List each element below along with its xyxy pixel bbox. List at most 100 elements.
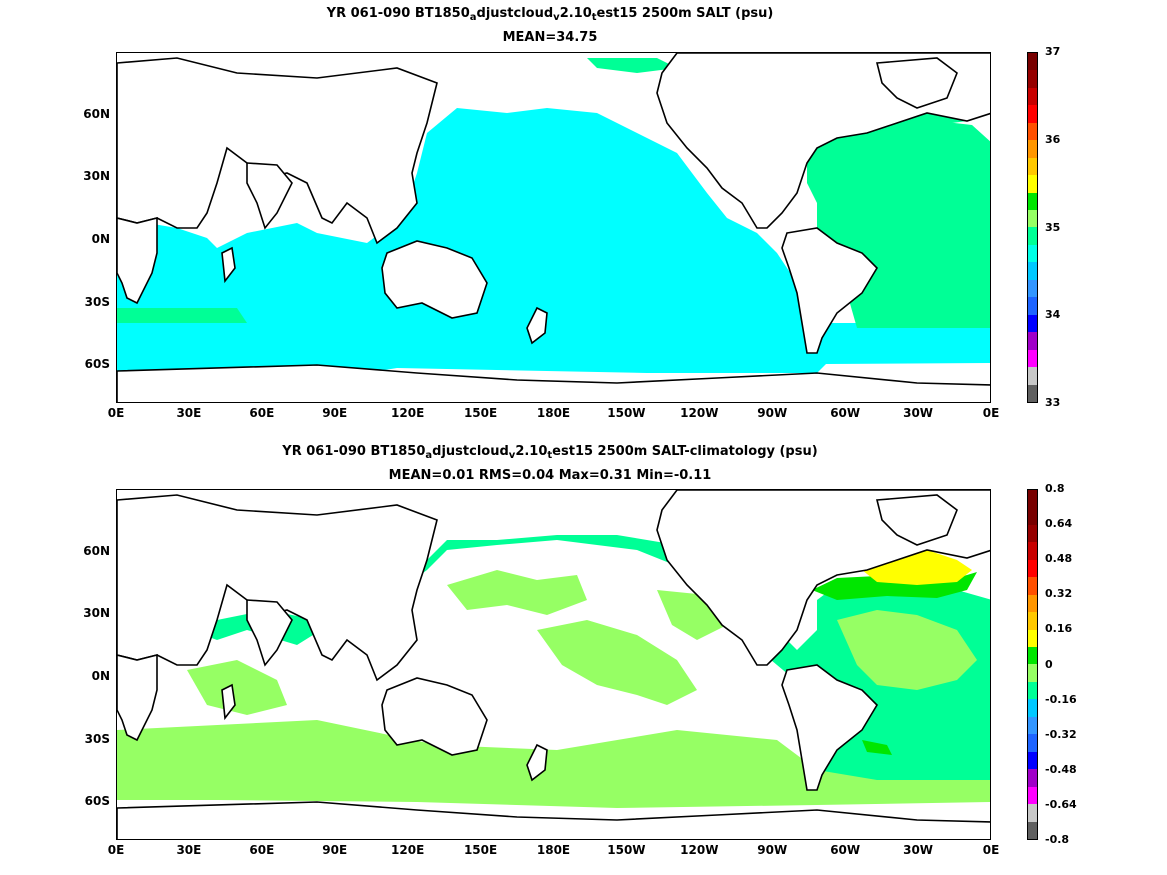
salt-map-panel <box>116 52 991 403</box>
x-tick-label: 120W <box>680 406 719 420</box>
x-tick-label: 180E <box>536 406 571 420</box>
colorbar-label: 33 <box>1045 396 1061 409</box>
colorbar-swatch <box>1028 384 1037 402</box>
colorbar-swatch <box>1028 804 1037 822</box>
colorbar-swatch <box>1028 612 1037 630</box>
panel1-title: YR 061-090 BT1850adjustcloudv2.10test15 … <box>326 6 774 23</box>
colorbar-swatch <box>1028 244 1037 263</box>
x-tick-label: 30E <box>176 843 202 857</box>
x-tick-label: 60E <box>249 843 275 857</box>
colorbar-swatch <box>1028 664 1037 682</box>
x-tick-label: 30W <box>903 406 934 420</box>
colorbar-swatch <box>1028 524 1037 543</box>
panel2-stats: MEAN=0.01 RMS=0.04 Max=0.31 Min=-0.11 <box>388 468 712 483</box>
land-africa-south-2 <box>117 653 158 742</box>
y-tick-label: 60N <box>83 106 110 121</box>
colorbar-swatch <box>1028 734 1037 752</box>
colorbar-label: 35 <box>1045 220 1061 234</box>
colorbar-swatch <box>1028 559 1037 578</box>
colorbar-label: -0.48 <box>1045 762 1077 776</box>
x-tick-label: 60W <box>830 406 861 420</box>
panel1-stats: MEAN=34.75 <box>502 30 598 45</box>
x-tick-label: 180E <box>536 843 571 857</box>
x-tick-label: 150E <box>463 406 498 420</box>
colorbar-label: 36 <box>1045 132 1061 146</box>
y-tick-label: 30S <box>84 294 110 309</box>
colorbar-swatch <box>1028 314 1037 333</box>
y-tick-label: 30N <box>83 169 110 184</box>
colorbar-swatch <box>1028 594 1037 613</box>
x-tick-label: 150E <box>463 843 498 857</box>
anomaly-southern-lightgreen <box>117 720 990 808</box>
colorbar-swatch <box>1028 542 1037 560</box>
colorbar-swatch <box>1028 332 1037 350</box>
y-tick-label: 0N <box>91 669 110 684</box>
land-india-2 <box>246 599 293 667</box>
anomaly-atlantic-lightgreen <box>837 610 977 690</box>
colorbar-swatch <box>1028 367 1037 385</box>
land-new-zealand <box>526 306 548 345</box>
colorbar-label: 0.8 <box>1045 482 1065 495</box>
colorbar-swatch <box>1028 629 1037 648</box>
colorbar-swatch <box>1028 769 1037 787</box>
colorbar-label: 34 <box>1045 308 1061 322</box>
land-madagascar-2 <box>221 683 236 721</box>
colorbar-label: 0.64 <box>1045 517 1073 531</box>
x-tick-label: 0E <box>982 843 1000 857</box>
land-antarctica <box>117 364 990 402</box>
colorbar-swatch <box>1028 349 1037 368</box>
y-tick-label: 60S <box>84 357 110 372</box>
salt-map <box>117 53 990 402</box>
colorbar-swatch <box>1028 227 1037 245</box>
colorbar-swatch <box>1028 157 1037 176</box>
land-australia <box>381 240 488 319</box>
colorbar-swatch <box>1028 279 1037 298</box>
land-greenland <box>875 57 958 109</box>
x-tick-label: 0E <box>982 406 1000 420</box>
anomaly-sw-atlantic-green <box>862 740 892 755</box>
y-tick-label: 0N <box>91 232 110 247</box>
salt-anomaly-map-panel <box>116 489 991 840</box>
x-tick-label: 90E <box>322 406 348 420</box>
colorbar-swatch <box>1028 262 1037 280</box>
land-africa-south <box>117 216 158 305</box>
colorbar-swatch <box>1028 70 1037 88</box>
x-tick-label: 0E <box>107 843 125 857</box>
cyan-ocean-region <box>117 108 837 373</box>
colorbar-swatch <box>1028 52 1037 71</box>
colorbar-swatch <box>1028 699 1037 717</box>
x-tick-label: 30E <box>176 406 202 420</box>
colorbar-label: 0.16 <box>1045 622 1073 636</box>
colorbar-label: 0 <box>1045 657 1053 671</box>
panel1-colorbar <box>1027 52 1038 403</box>
colorbar-label: -0.64 <box>1045 797 1077 811</box>
panel2-title: YR 061-090 BT1850adjustcloudv2.10test15 … <box>282 444 818 461</box>
colorbar-swatch <box>1028 297 1037 315</box>
land-south-america-2 <box>781 664 879 791</box>
colorbar-swatch <box>1028 647 1037 665</box>
colorbar-swatch <box>1028 489 1037 508</box>
salt-anomaly-map <box>117 490 990 839</box>
y-tick-label: 60S <box>84 794 110 809</box>
panel2-colorbar <box>1027 489 1038 840</box>
colorbar-label: 0.48 <box>1045 552 1073 566</box>
colorbar-swatch <box>1028 786 1037 805</box>
colorbar-label: -0.32 <box>1045 727 1077 741</box>
colorbar-swatch <box>1028 507 1037 525</box>
x-tick-label: 150W <box>607 406 646 420</box>
green-southwest-indian <box>117 308 247 323</box>
colorbar-label: -0.8 <box>1045 833 1070 846</box>
colorbar-swatch <box>1028 210 1037 228</box>
x-tick-label: 90W <box>757 406 788 420</box>
x-tick-label: 120W <box>680 843 719 857</box>
x-tick-label: 90W <box>757 843 788 857</box>
x-tick-label: 30W <box>903 843 934 857</box>
x-tick-label: 60E <box>249 406 275 420</box>
cyan-southern-band <box>117 323 990 368</box>
land-south-america <box>781 227 879 354</box>
anomaly-pacific-lightgreen2 <box>537 620 697 705</box>
x-tick-label: 60W <box>830 843 861 857</box>
land-madagascar <box>221 246 236 284</box>
colorbar-swatch <box>1028 140 1037 158</box>
colorbar-swatch <box>1028 122 1037 141</box>
